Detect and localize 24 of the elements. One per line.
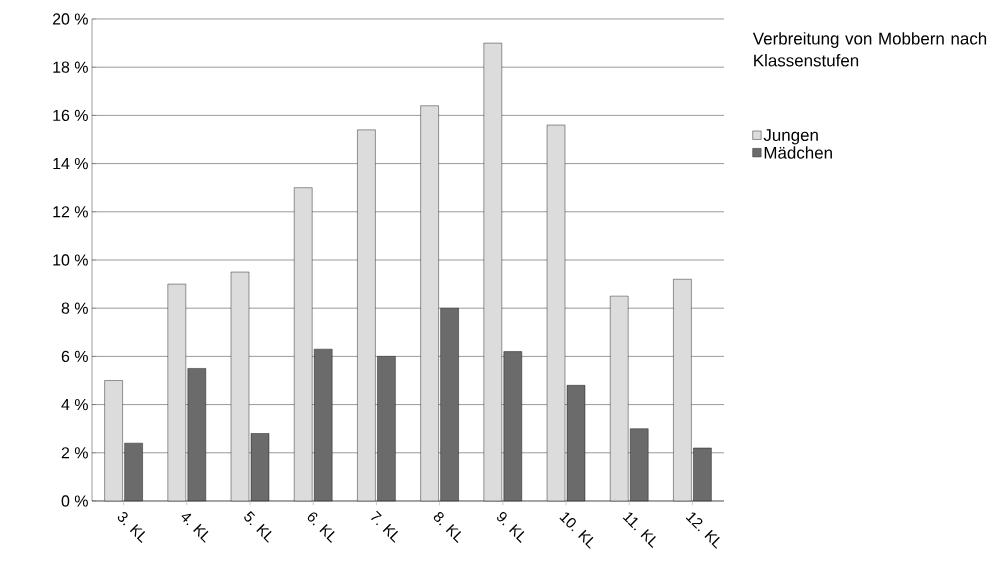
- x-tick-label: 4. KL: [181, 513, 209, 543]
- x-tick-label: 8. KL: [433, 511, 462, 543]
- text: Verbreitung von Mobbern nach Klassenstufen: [752, 32, 987, 67]
- y-tick-label: 14 %: [53, 158, 88, 170]
- legend-label: Mädchen: [764, 146, 832, 159]
- x-tick-label: 6. KL: [307, 512, 335, 543]
- y-tick-label: 10 %: [53, 254, 88, 266]
- y-tick-label: 16 %: [53, 109, 88, 122]
- x-tick-label: 11. KL: [622, 512, 656, 548]
- x-tick-label: 3. KL: [117, 511, 146, 543]
- y-tick-label: 0 %: [61, 495, 88, 507]
- x-tick-label: 7. KL: [371, 510, 399, 543]
- x-tick-label: 5. KL: [244, 511, 272, 543]
- y-tick-label: 2 %: [61, 447, 88, 459]
- x-tick-label: 10. KL: [559, 512, 594, 549]
- y-tick-label: 4 %: [61, 399, 88, 411]
- x-tick-label: 9. KL: [497, 512, 525, 543]
- y-tick-label: 6 %: [61, 350, 88, 363]
- y-tick-label: 18 %: [53, 61, 88, 73]
- legend-label: Jungen: [763, 129, 818, 145]
- x-tick-label: 12. KL: [685, 512, 720, 549]
- y-tick-label: 8 %: [61, 302, 88, 314]
- y-tick-label: 20 %: [52, 13, 88, 25]
- y-tick-label: 12 %: [53, 206, 88, 218]
